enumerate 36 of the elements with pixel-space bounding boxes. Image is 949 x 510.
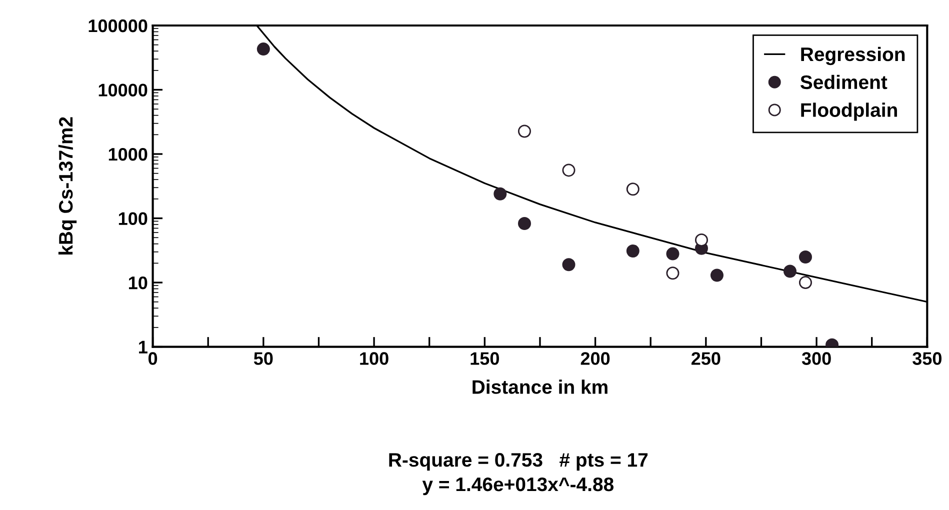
legend-label: Sediment (800, 74, 888, 90)
text: R-square = 0.753 # pts = 17 (389, 453, 648, 471)
point (666, 247, 680, 260)
point (518, 124, 531, 138)
legend-label: Regression (801, 46, 905, 66)
point (710, 268, 724, 282)
y-tick-label: 100 (118, 212, 148, 225)
y-axis-title: kBq Cs-137/m2 (58, 117, 77, 254)
point (562, 164, 576, 177)
y-tick-label: 1 (139, 340, 148, 354)
y-tick-label: 100000 (88, 19, 148, 32)
x-tick-label: 250 (691, 352, 720, 365)
x-tick-label: 0 (148, 352, 158, 365)
x-axis-title: Distance in km (472, 380, 608, 394)
point (694, 233, 708, 246)
point (518, 216, 531, 230)
point (256, 42, 270, 56)
x-tick-label: 300 (802, 352, 831, 365)
point (626, 244, 640, 258)
point (798, 250, 812, 264)
y-tick-label: 10000 (98, 84, 148, 96)
y-tick-label: 10 (128, 276, 148, 290)
legend-label: Floodplain (801, 102, 897, 121)
point (626, 182, 640, 196)
point (666, 266, 680, 280)
point (798, 276, 812, 290)
point (494, 187, 507, 200)
point (562, 258, 576, 272)
point (783, 264, 796, 278)
x-tick-label: 50 (254, 352, 273, 365)
y-tick-label: 1000 (108, 148, 148, 161)
x-tick-label: 350 (912, 352, 942, 365)
x-tick-label: 200 (580, 352, 610, 365)
x-tick-label: 150 (470, 352, 499, 365)
x-tick-label: 100 (360, 352, 388, 365)
text: y = 1.46e+013x^-4.88 (422, 477, 614, 496)
